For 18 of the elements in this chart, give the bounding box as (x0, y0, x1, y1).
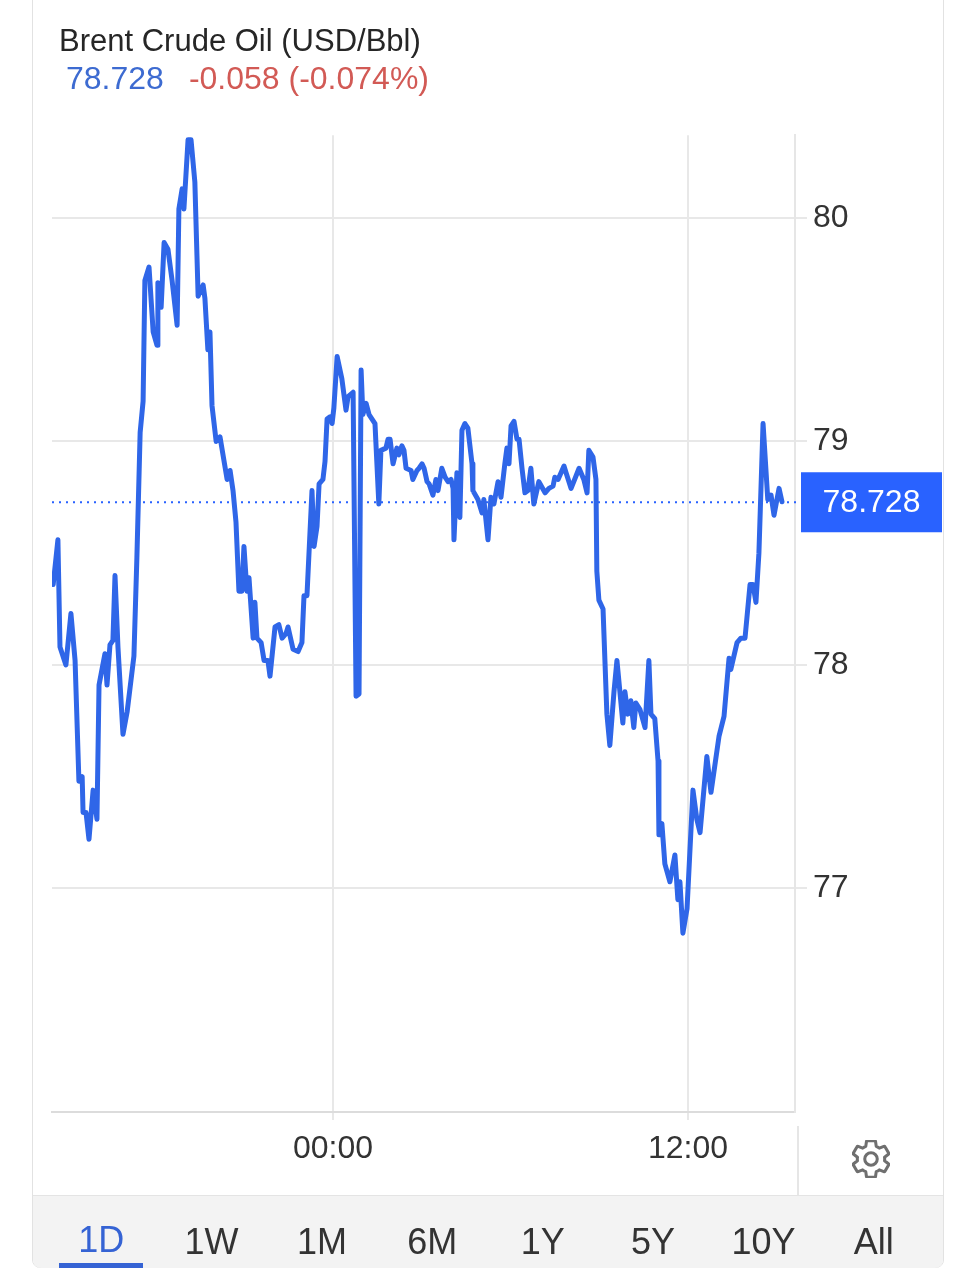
text: 1W (184, 1196, 239, 1268)
chart-subtitle: 78.728 (66, 60, 164, 96)
y-tick-label: 78 (813, 644, 849, 681)
x-tick-label: 12:00 (647, 1129, 728, 1166)
y-tick-label: 77 (813, 868, 849, 905)
text: 1M (296, 1196, 347, 1268)
text: 5Y (631, 1196, 676, 1268)
x-tick-label: 00:00 (292, 1129, 374, 1166)
ref-line-label: 78.728 (822, 483, 921, 520)
chart-title: Brent Crude Oil (USD/Bbl) (59, 23, 421, 58)
y-tick-label: 80 (813, 197, 849, 234)
text: 10Y (731, 1196, 796, 1268)
text: 6M (407, 1196, 458, 1268)
text: All (853, 1196, 894, 1268)
text: 1D (59, 1196, 144, 1268)
y-tick-label: 79 (813, 421, 849, 458)
text: 1Y (520, 1196, 565, 1268)
text: -0.058 (-0.074%) (188, 60, 429, 96)
